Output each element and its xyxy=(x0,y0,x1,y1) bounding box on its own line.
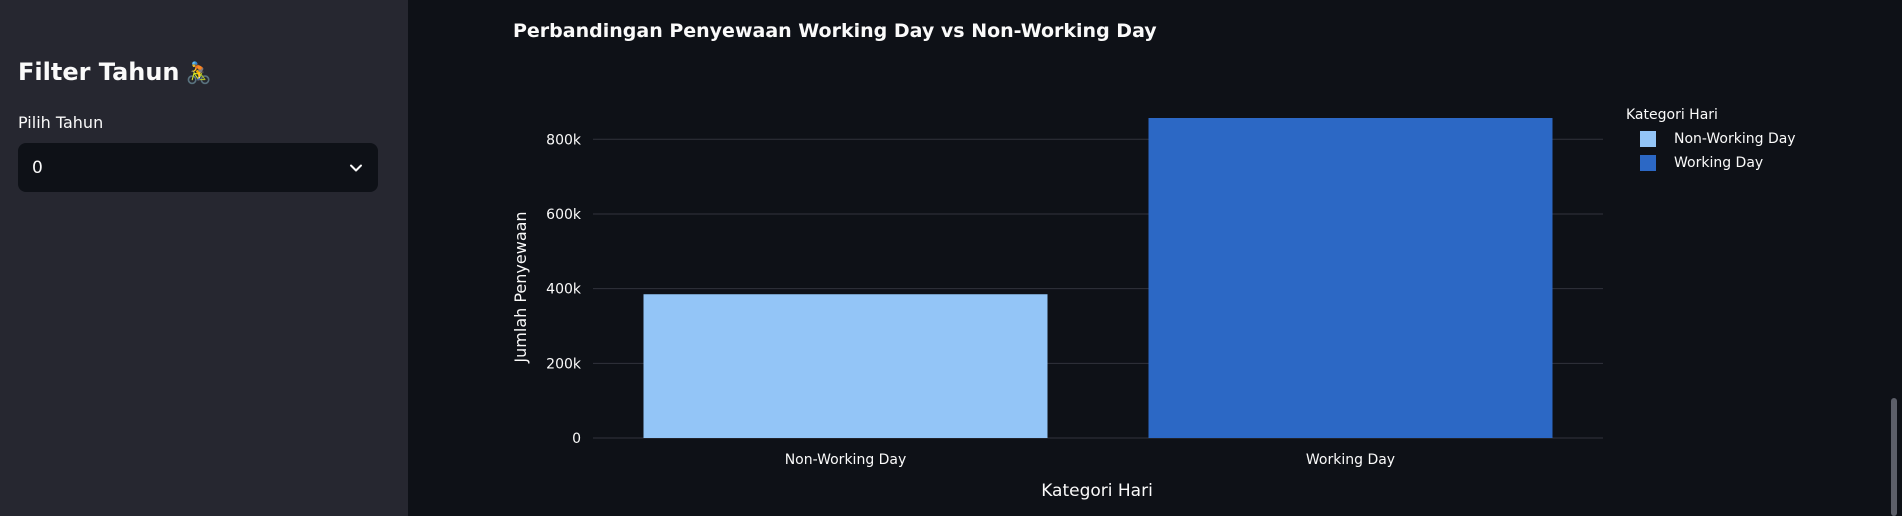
legend-swatch-non-working-day xyxy=(1640,131,1656,147)
x-axis-label: Kategori Hari xyxy=(1041,481,1153,501)
legend-title: Kategori Hari xyxy=(1626,107,1718,123)
bicyclist-icon: 🚴 xyxy=(185,61,212,85)
year-select[interactable]: 0 xyxy=(18,143,378,192)
sidebar: Filter Tahun 🚴 Pilih Tahun 0 xyxy=(0,0,408,516)
y-axis-label: Jumlah Penyewaan xyxy=(511,211,530,363)
y-tick-label: 200k xyxy=(546,356,582,372)
legend-swatch-working-day xyxy=(1640,155,1656,171)
y-tick-label: 400k xyxy=(546,282,582,298)
y-tick-label: 0 xyxy=(572,431,581,447)
bar-working-day[interactable] xyxy=(1148,118,1553,438)
bar-non-working-day[interactable] xyxy=(643,294,1048,438)
legend-item-working-day[interactable]: Working Day xyxy=(1640,154,1763,172)
x-tick-label: Working Day xyxy=(1306,452,1395,468)
page-scrollbar[interactable] xyxy=(1891,398,1897,516)
legend-label-non-working-day: Non-Working Day xyxy=(1674,131,1796,147)
sidebar-title-text: Filter Tahun xyxy=(18,58,180,86)
chevron-down-icon xyxy=(350,164,362,171)
legend-label-working-day: Working Day xyxy=(1674,155,1764,171)
chart-title: Perbandingan Penyewaan Working Day vs No… xyxy=(513,20,1157,42)
legend-item-non-working-day[interactable]: Non-Working Day xyxy=(1640,130,1796,148)
x-tick-label: Non-Working Day xyxy=(785,452,907,468)
y-tick-label: 800k xyxy=(546,132,582,148)
y-tick-label: 600k xyxy=(546,207,582,223)
year-select-label: Pilih Tahun xyxy=(18,113,104,132)
year-select-value: 0 xyxy=(32,157,43,178)
sidebar-title: Filter Tahun 🚴 xyxy=(18,58,212,86)
